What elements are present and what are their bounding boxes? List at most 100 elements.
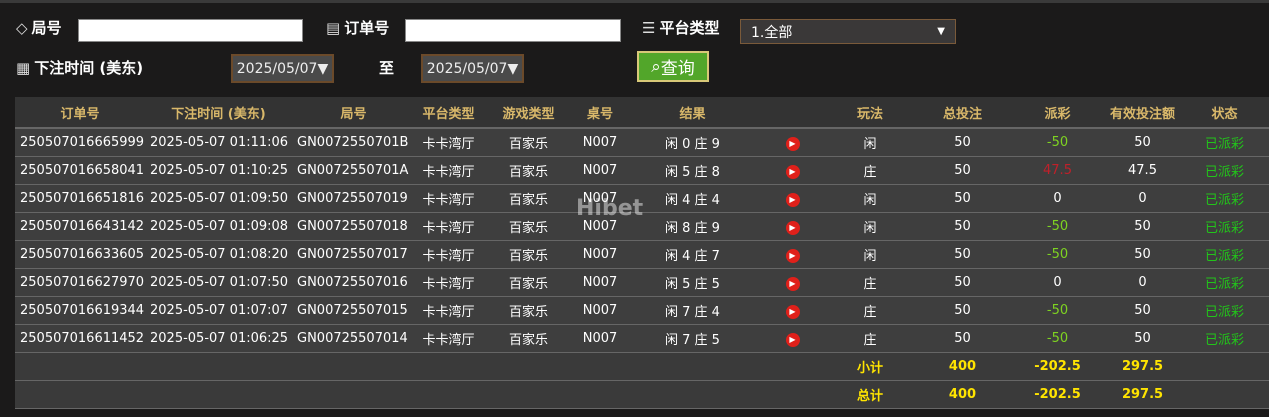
valid-bet-cell: 50 <box>1105 296 1180 325</box>
table-header: 订单号 下注时间 (美东) 局号 平台类型 游戏类型 桌号 结果 玩法 总投注 派彩 有效投注额 状态 <box>15 97 1269 129</box>
empty-cell <box>1180 352 1269 381</box>
play-button-cell[interactable]: ▶ <box>760 324 825 353</box>
date-to-select[interactable]: 2025/05/07▼ <box>421 54 524 83</box>
play-icon[interactable]: ▶ <box>785 276 800 291</box>
bet-time-cell: 2025-05-07 01:09:08 <box>145 212 292 241</box>
bet-time-cell: 2025-05-07 01:07:07 <box>145 296 292 325</box>
time-label: ▦ 下注时间 (美东) <box>16 57 143 78</box>
bet-time-cell: 2025-05-07 01:06:25 <box>145 324 292 353</box>
column-header: 玩法 <box>825 97 915 129</box>
valid-bet-cell: 50 <box>1105 128 1180 157</box>
play-button-cell[interactable]: ▶ <box>760 268 825 297</box>
table-row: 250507016627970 2025-05-07 01:07:50 GN0072… <box>15 268 1269 297</box>
payout-cell: -50 <box>1010 212 1105 241</box>
play-icon[interactable]: ▶ <box>785 164 800 179</box>
play-icon[interactable]: ▶ <box>785 136 800 151</box>
column-header: 局号 <box>292 97 415 129</box>
bet-type-cell: 庄 <box>825 296 915 325</box>
play-button-cell[interactable]: ▶ <box>760 296 825 325</box>
game-type-cell: 百家乐 <box>482 156 575 185</box>
result-cell: 闲 7 庄 4 <box>625 296 760 325</box>
table-row: 250507016633605 2025-05-07 01:08:20 GN0072… <box>15 240 1269 269</box>
play-icon[interactable]: ▶ <box>785 220 800 235</box>
table-row: 250507016651816 2025-05-07 01:09:50 GN0072… <box>15 184 1269 213</box>
play-icon[interactable]: ▶ <box>785 332 800 347</box>
play-button-cell[interactable]: ▶ <box>760 212 825 241</box>
payout-cell: 0 <box>1010 268 1105 297</box>
result-cell: 闲 5 庄 8 <box>625 156 760 185</box>
platform-cell: 卡卡湾厅 <box>415 268 482 297</box>
total-bet-cell: 50 <box>915 268 1010 297</box>
status-cell: 已派彩 <box>1180 240 1269 269</box>
valid-bet-cell: 50 <box>1105 240 1180 269</box>
valid-bet-cell: 50 <box>1105 324 1180 353</box>
result-cell: 闲 0 庄 9 <box>625 128 760 157</box>
total-bet-cell: 50 <box>915 212 1010 241</box>
round-id-cell: GN0072550701A <box>292 156 415 185</box>
platform-select[interactable]: 1.全部 ▼ <box>740 19 956 44</box>
column-header: 游戏类型 <box>482 97 575 129</box>
to-label: 至 <box>379 59 395 77</box>
subtotal-valid-bet: 297.5 <box>1105 352 1180 381</box>
platform-cell: 卡卡湾厅 <box>415 324 482 353</box>
empty-cell <box>145 352 292 381</box>
subtotal-payout: -202.5 <box>1010 352 1105 381</box>
bet-type-cell: 庄 <box>825 324 915 353</box>
play-icon[interactable]: ▶ <box>785 192 800 207</box>
total-payout: -202.5 <box>1010 380 1105 409</box>
payout-cell: -50 <box>1010 128 1105 157</box>
empty-cell <box>625 380 760 409</box>
empty-cell <box>760 380 825 409</box>
round-id-cell: GN00725507019 <box>292 184 415 213</box>
round-id-cell: GN00725507014 <box>292 324 415 353</box>
query-button-label: 查询 <box>660 59 695 79</box>
order-label: ▤ 订单号 <box>326 17 389 38</box>
round-input[interactable] <box>78 19 303 42</box>
round-label: ◇ 局号 <box>16 17 62 38</box>
round-id-cell: GN00725507015 <box>292 296 415 325</box>
bet-type-cell: 闲 <box>825 128 915 157</box>
empty-cell <box>415 380 482 409</box>
empty-cell <box>575 380 625 409</box>
play-icon[interactable]: ▶ <box>785 248 800 263</box>
round-id-cell: GN0072550701B <box>292 128 415 157</box>
empty-cell <box>145 380 292 409</box>
round-id-cell: GN00725507018 <box>292 212 415 241</box>
empty-cell <box>482 380 575 409</box>
order-label-text: 订单号 <box>344 19 390 37</box>
total-bet-cell: 50 <box>915 156 1010 185</box>
order-input[interactable] <box>405 19 621 42</box>
payout-cell: 47.5 <box>1010 156 1105 185</box>
platform-label-text: 平台类型 <box>659 19 720 37</box>
total-valid-bet: 297.5 <box>1105 380 1180 409</box>
round-label-text: 局号 <box>31 19 62 37</box>
total-total-bet: 400 <box>915 380 1010 409</box>
game-type-cell: 百家乐 <box>482 296 575 325</box>
platform-cell: 卡卡湾厅 <box>415 240 482 269</box>
empty-cell <box>415 352 482 381</box>
play-button-cell[interactable]: ▶ <box>760 184 825 213</box>
list-icon: ☰ <box>642 18 656 37</box>
play-button-cell[interactable]: ▶ <box>760 128 825 157</box>
column-header: 结果 <box>625 97 760 129</box>
bet-time-cell: 2025-05-07 01:10:25 <box>145 156 292 185</box>
column-header <box>760 97 825 129</box>
total-bet-cell: 50 <box>915 128 1010 157</box>
tag-icon: ◇ <box>16 18 28 37</box>
play-button-cell[interactable]: ▶ <box>760 240 825 269</box>
play-button-cell[interactable]: ▶ <box>760 156 825 185</box>
order-id-cell: 250507016627970 <box>15 268 145 297</box>
platform-select-value: 1.全部 <box>751 24 793 41</box>
table-id-cell: N007 <box>575 296 625 325</box>
status-cell: 已派彩 <box>1180 212 1269 241</box>
bet-type-cell: 闲 <box>825 184 915 213</box>
status-cell: 已派彩 <box>1180 268 1269 297</box>
bet-time-cell: 2025-05-07 01:08:20 <box>145 240 292 269</box>
date-from-select[interactable]: 2025/05/07▼ <box>231 54 334 83</box>
play-icon[interactable]: ▶ <box>785 304 800 319</box>
table-id-cell: N007 <box>575 240 625 269</box>
query-button[interactable]: ⌕ 查询 <box>637 51 709 82</box>
valid-bet-cell: 0 <box>1105 184 1180 213</box>
bet-time-cell: 2025-05-07 01:07:50 <box>145 268 292 297</box>
status-cell: 已派彩 <box>1180 128 1269 157</box>
